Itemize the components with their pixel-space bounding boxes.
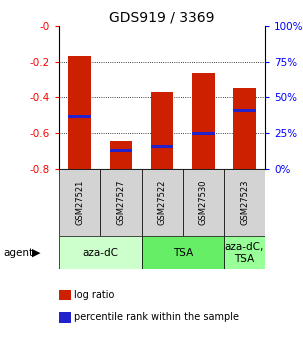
Text: ▶: ▶ [32,248,40,258]
Bar [233,109,256,112]
Bar [110,149,132,152]
Text: log ratio: log ratio [74,290,115,300]
Bar [59,169,100,236]
Bar [224,236,265,269]
Title: GDS919 / 3369: GDS919 / 3369 [109,11,215,25]
Bar [59,236,142,269]
Text: GSM27522: GSM27522 [158,180,167,225]
Text: GSM27527: GSM27527 [116,180,125,225]
Bar [224,169,265,236]
Text: GSM27521: GSM27521 [75,180,84,225]
Bar [192,132,215,135]
Bar [142,236,224,269]
Bar [68,56,91,169]
Text: aza-dC: aza-dC [82,248,118,258]
Bar [68,115,91,118]
Bar [192,73,215,169]
Bar [151,145,173,148]
Text: agent: agent [3,248,33,258]
Bar [110,141,132,169]
Bar [233,88,256,169]
Bar [142,169,183,236]
Text: aza-dC,
TSA: aza-dC, TSA [225,242,264,264]
Text: GSM27523: GSM27523 [240,180,249,225]
Bar [183,169,224,236]
Text: GSM27530: GSM27530 [199,180,208,225]
Bar [151,92,173,169]
Bar [100,169,142,236]
Text: TSA: TSA [173,248,193,258]
Text: percentile rank within the sample: percentile rank within the sample [74,313,239,322]
